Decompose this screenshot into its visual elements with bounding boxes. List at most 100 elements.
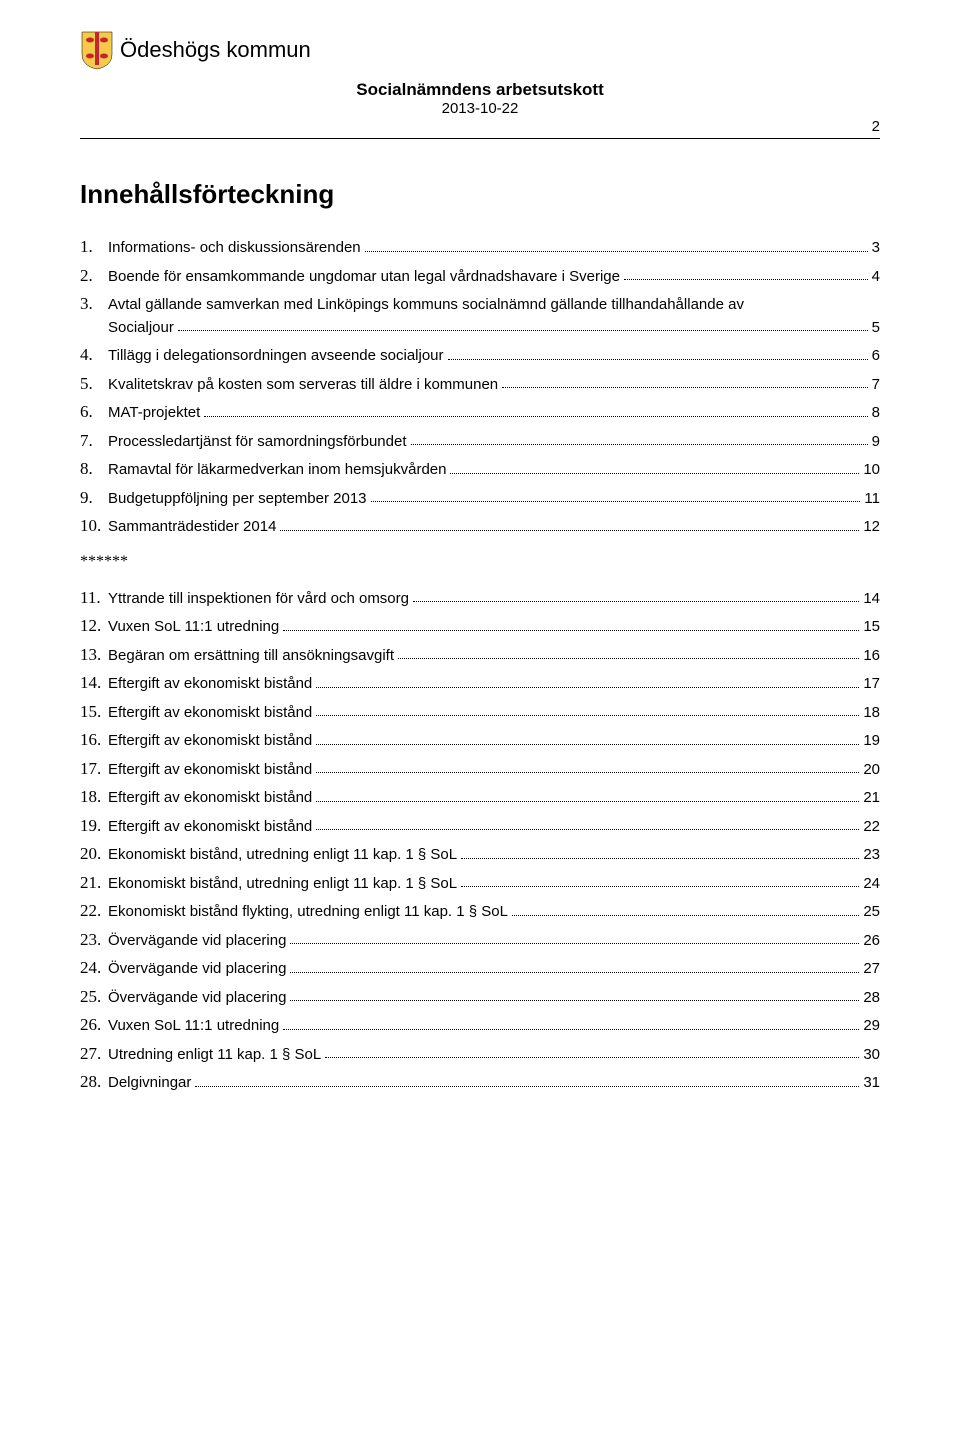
toc-item-page: 29	[863, 1015, 880, 1038]
toc-list-a: 1.Informations- och diskussionsärenden3 2…	[80, 234, 880, 539]
toc-leader	[316, 687, 859, 688]
toc-item: 18.Eftergift av ekonomiskt bistånd21	[80, 784, 880, 810]
toc-item-page: 8	[872, 402, 880, 425]
toc-item: 12.Vuxen SoL 11:1 utredning 15	[80, 613, 880, 639]
toc-item-number: 23.	[80, 927, 108, 953]
toc-leader	[280, 530, 859, 531]
toc-item-text: Eftergift av ekonomiskt bistånd	[108, 730, 312, 753]
toc-leader	[624, 279, 868, 280]
toc-item-page: 14	[863, 588, 880, 611]
toc-leader	[371, 501, 861, 502]
toc-item-text: Delgivningar	[108, 1072, 191, 1095]
toc-leader	[365, 251, 868, 252]
toc-item-number: 10.	[80, 513, 108, 539]
toc-item-page: 12	[863, 516, 880, 539]
toc-item-number: 25.	[80, 984, 108, 1010]
toc-item: 16.Eftergift av ekonomiskt bistånd 19	[80, 727, 880, 753]
toc-item-number: 1.	[80, 234, 108, 260]
toc-item-number: 18.	[80, 784, 108, 810]
toc-item-page: 31	[863, 1072, 880, 1095]
toc-item-text: Ramavtal för läkarmedverkan inom hemsjuk…	[108, 459, 446, 482]
toc-item: 10.Sammanträdestider 2014 12	[80, 513, 880, 539]
toc-leader	[461, 858, 859, 859]
toc-item-number: 17.	[80, 756, 108, 782]
toc-item-text: Eftergift av ekonomiskt bistånd	[108, 702, 312, 725]
toc-item: 1.Informations- och diskussionsärenden3	[80, 234, 880, 260]
toc-leader	[450, 473, 859, 474]
toc-item-page: 20	[863, 759, 880, 782]
toc-item-text-wrap: Avtal gällande samverkan med Linköpings …	[108, 294, 880, 339]
toc-leader	[316, 744, 859, 745]
toc-item-number: 2.	[80, 263, 108, 289]
toc-item: 3.Avtal gällande samverkan med Linköping…	[80, 291, 880, 339]
toc-item-text: Utredning enligt 11 kap. 1 § SoL	[108, 1044, 321, 1067]
toc-item-page: 19	[863, 730, 880, 753]
toc-leader	[290, 1000, 859, 1001]
toc-item-text: Socialjour	[108, 317, 174, 340]
toc-item-page: 6	[872, 345, 880, 368]
toc-item-number: 8.	[80, 456, 108, 482]
toc-list-b: 11.Yttrande till inspektionen för vård o…	[80, 585, 880, 1095]
toc-item-number: 7.	[80, 428, 108, 454]
header-divider	[80, 138, 880, 139]
toc-item-number: 11.	[80, 585, 108, 611]
toc-item: 25.Övervägande vid placering28	[80, 984, 880, 1010]
toc-item-text: Övervägande vid placering	[108, 930, 286, 953]
toc-item-text: Boende för ensamkommande ungdomar utan l…	[108, 266, 620, 289]
toc-leader	[316, 801, 859, 802]
toc-item-page: 30	[863, 1044, 880, 1067]
toc-item-page: 16	[863, 645, 880, 668]
toc-item-number: 27.	[80, 1041, 108, 1067]
toc-item-text: Vuxen SoL 11:1 utredning	[108, 616, 279, 639]
toc-item: 11.Yttrande till inspektionen för vård o…	[80, 585, 880, 611]
toc-item-text: Informations- och diskussionsärenden	[108, 237, 361, 260]
toc-item: 6.MAT-projektet8	[80, 399, 880, 425]
toc-item-text: Vuxen SoL 11:1 utredning	[108, 1015, 279, 1038]
toc-item-page: 27	[863, 958, 880, 981]
toc-item-number: 5.	[80, 371, 108, 397]
toc-leader	[448, 359, 868, 360]
doc-header-date: 2013-10-22	[80, 100, 880, 117]
toc-item: 26.Vuxen SoL 11:1 utredning29	[80, 1012, 880, 1038]
toc-item-text: Ekonomiskt bistånd, utredning enligt 11 …	[108, 844, 457, 867]
toc-item-text: Begäran om ersättning till ansökningsavg…	[108, 645, 394, 668]
toc-item: 22.Ekonomiskt bistånd flykting, utrednin…	[80, 898, 880, 924]
toc-item: 4.Tillägg i delegationsordningen avseend…	[80, 342, 880, 368]
toc-item: 13.Begäran om ersättning till ansöknings…	[80, 642, 880, 668]
toc-item-page: 10	[863, 459, 880, 482]
toc-item-text: Eftergift av ekonomiskt bistånd	[108, 759, 312, 782]
toc-item-text: Budgetuppföljning per september 2013	[108, 488, 367, 511]
toc-item-number: 16.	[80, 727, 108, 753]
toc-separator: ******	[80, 553, 880, 571]
toc-item-page: 23	[863, 844, 880, 867]
toc-item-page: 11	[864, 488, 880, 511]
toc-item: 27.Utredning enligt 11 kap. 1 § SoL 30	[80, 1041, 880, 1067]
toc-leader	[398, 658, 859, 659]
toc-item-page: 9	[872, 431, 880, 454]
toc-item-text: Sammanträdestider 2014	[108, 516, 276, 539]
toc-item-page: 22	[863, 816, 880, 839]
toc-item-page: 26	[863, 930, 880, 953]
toc-item-page: 28	[863, 987, 880, 1010]
toc-item: 7.Processledartjänst för samordningsförb…	[80, 428, 880, 454]
toc-item-number: 13.	[80, 642, 108, 668]
doc-header-title: Socialnämndens arbetsutskott	[80, 80, 880, 100]
page-number: 2	[872, 118, 880, 135]
toc-item-page: 15	[863, 616, 880, 639]
toc-item-text: Processledartjänst för samordningsförbun…	[108, 431, 407, 454]
toc-item-number: 24.	[80, 955, 108, 981]
toc-item-number: 4.	[80, 342, 108, 368]
toc-item: 9.Budgetuppföljning per september 2013 11	[80, 485, 880, 511]
toc-item: 15.Eftergift av ekonomiskt bistånd18	[80, 699, 880, 725]
toc-leader	[461, 886, 859, 887]
toc-item-text: Eftergift av ekonomiskt bistånd	[108, 673, 312, 696]
toc-leader	[204, 416, 867, 417]
page-header: Ödeshögs kommun Socialnämndens arbetsuts…	[80, 30, 880, 139]
toc-item-number: 12.	[80, 613, 108, 639]
toc-item-number: 9.	[80, 485, 108, 511]
toc-item-number: 15.	[80, 699, 108, 725]
toc-item: 2.Boende för ensamkommande ungdomar utan…	[80, 263, 880, 289]
toc-item-number: 21.	[80, 870, 108, 896]
toc-item-text: Tillägg i delegationsordningen avseende …	[108, 345, 444, 368]
toc-item-text: MAT-projektet	[108, 402, 200, 425]
